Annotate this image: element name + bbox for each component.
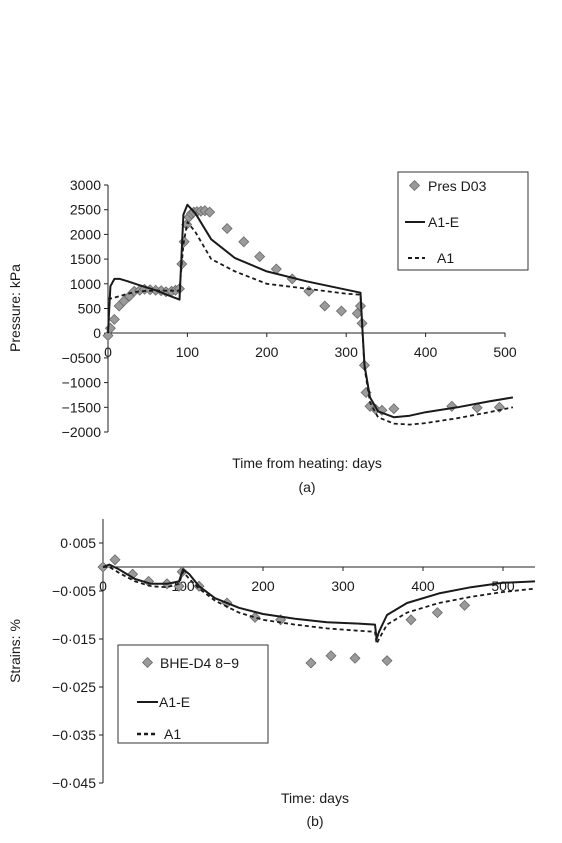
data-point	[108, 313, 120, 325]
data-point	[459, 599, 471, 611]
x-tick-label: 0	[99, 578, 107, 594]
data-point	[471, 402, 483, 414]
x-tick-label: 400	[411, 578, 435, 594]
data-point	[431, 607, 443, 619]
data-point	[351, 307, 363, 319]
data-point	[335, 305, 347, 317]
series-markers	[97, 554, 471, 669]
data-point	[254, 251, 266, 263]
data-point	[381, 655, 393, 667]
data-point	[118, 295, 130, 307]
x-tick-label: 300	[331, 578, 355, 594]
legend: BHE-D4 8−9 A1-E A1	[117, 644, 269, 744]
series-line-solid	[102, 563, 536, 640]
legend-label-a1: A1	[437, 250, 454, 266]
y-tick-label: −0500	[62, 350, 102, 366]
pressure-chart: 300025002000150010005000−0500−1000−1500−…	[7, 171, 529, 495]
x-tick-label: 300	[335, 344, 359, 360]
data-point	[319, 300, 331, 312]
data-point	[221, 222, 233, 234]
data-point	[303, 285, 315, 297]
data-point	[270, 263, 282, 275]
x-tick-label: 200	[251, 578, 275, 594]
legend-label-bhe: BHE-D4 8−9	[160, 655, 239, 671]
y-tick-label: 2500	[70, 202, 101, 218]
strain-chart: 0·005−0·005−0·015−0·025−0·035−0·045 0100…	[7, 519, 536, 829]
data-point	[109, 554, 121, 566]
y-axis-label: Pressure: kPa	[7, 264, 23, 352]
data-point	[493, 401, 505, 413]
x-axis-label: Time from heating: days	[232, 455, 382, 471]
data-point	[405, 614, 417, 626]
data-point	[446, 400, 458, 412]
y-tick-label: 0	[93, 325, 101, 341]
y-tick-label: −0·045	[52, 775, 96, 791]
data-point	[349, 652, 361, 664]
series-line-solid	[107, 203, 514, 419]
x-tick-label: 500	[493, 344, 517, 360]
y-tick-label: 500	[78, 301, 102, 317]
data-point	[204, 206, 216, 218]
legend-label-pres: Pres D03	[428, 178, 487, 194]
x-tick-label: 100	[176, 344, 200, 360]
legend-label-a1e: A1-E	[428, 214, 459, 230]
legend-label-a1: A1	[164, 726, 181, 742]
data-point	[238, 236, 250, 248]
y-tick-label: 2000	[70, 226, 101, 242]
x-tick-label: 200	[255, 344, 279, 360]
y-tick-label: 1000	[70, 276, 101, 292]
data-point	[249, 611, 261, 623]
y-tick-label: −0·005	[52, 583, 96, 599]
y-tick-label: −0·015	[52, 631, 96, 647]
chart-caption: (a)	[298, 479, 315, 495]
x-axis-label: Time: days	[281, 790, 349, 806]
legend: Pres D03 A1-E A1	[397, 171, 529, 271]
series-line-dashed	[103, 566, 536, 645]
legend-marker-pres	[408, 179, 421, 192]
y-tick-label: 0·005	[60, 535, 96, 551]
data-point	[325, 650, 337, 662]
y-tick-label: 1500	[70, 251, 101, 267]
y-tick-label: 3000	[70, 177, 101, 193]
x-tick-label: 0	[104, 344, 112, 360]
chart-caption: (b)	[306, 813, 323, 829]
y-tick-label: −0·035	[52, 727, 96, 743]
data-point	[388, 403, 400, 415]
series-line-dashed	[108, 221, 514, 426]
legend-label-a1e: A1-E	[159, 694, 190, 710]
y-tick-label: −1500	[62, 399, 102, 415]
y-tick-label: −0·025	[52, 679, 96, 695]
y-axis-label: Strains: %	[7, 619, 23, 683]
x-tick-label: 400	[414, 344, 438, 360]
y-tick-label: −2000	[62, 424, 102, 440]
y-tick-label: −1000	[62, 375, 102, 391]
data-point	[305, 657, 317, 669]
legend-marker-bhe	[141, 656, 154, 669]
